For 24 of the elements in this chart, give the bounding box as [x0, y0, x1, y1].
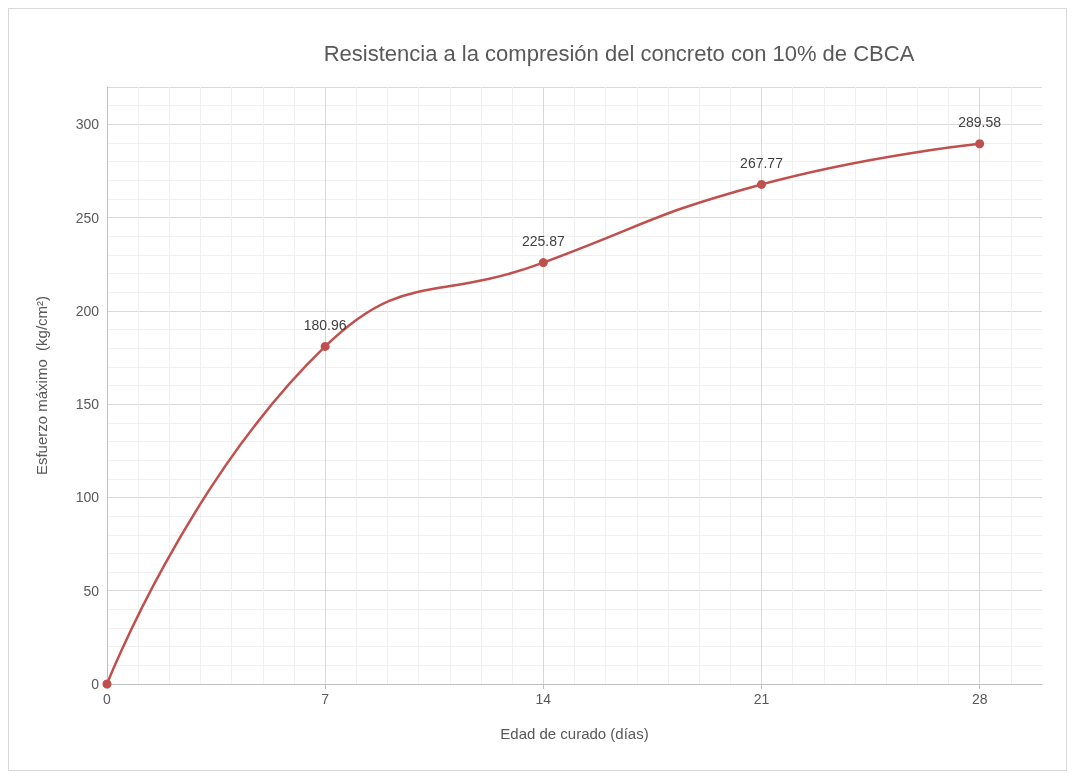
data-label: 289.58 — [958, 114, 1002, 131]
x-axis-title: Edad de curado (días) — [500, 725, 649, 742]
y-tick-label: 250 — [75, 209, 100, 226]
x-tick-label: 14 — [535, 691, 552, 707]
point — [975, 139, 985, 149]
point — [102, 679, 112, 689]
point — [320, 341, 330, 351]
point — [538, 258, 548, 268]
data-label: 267.77 — [740, 154, 784, 171]
data-label: 225.87 — [521, 233, 565, 250]
y-axis-title: Esfuerzo máximo (kg/cm²) — [33, 295, 50, 476]
y-tick-label: 0 — [91, 676, 100, 692]
y-tick-label: 50 — [83, 582, 100, 599]
x-tick-label: 21 — [753, 691, 770, 707]
y-tick-label: 200 — [75, 302, 100, 319]
x-tick-label: 7 — [321, 691, 330, 707]
y-tick-label: 150 — [75, 396, 100, 413]
x-tick-label: 28 — [971, 691, 988, 707]
y-tick-label: 100 — [75, 489, 100, 506]
x-tick-label: 0 — [103, 691, 112, 707]
y-tick-label: 300 — [75, 116, 100, 133]
chart-title: Resistencia a la compresión del concreto con 10% de CBCA — [323, 40, 915, 66]
data-label: 180.96 — [303, 316, 347, 333]
point — [757, 179, 766, 189]
